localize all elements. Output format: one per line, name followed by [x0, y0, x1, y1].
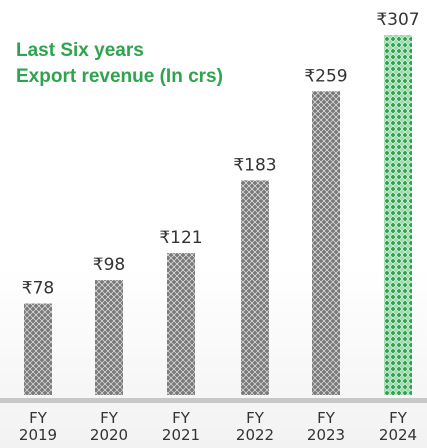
value-label: ₹307: [376, 10, 419, 30]
bar: [384, 35, 412, 395]
bar: [167, 253, 195, 395]
value-label: ₹183: [233, 155, 276, 175]
value-label: ₹121: [159, 228, 202, 248]
value-label: ₹259: [304, 66, 347, 86]
bar: [312, 91, 340, 395]
bar: [95, 280, 123, 395]
value-label: ₹78: [22, 279, 54, 299]
x-tick-label: FY 2019: [18, 409, 58, 444]
x-tick-label: FY 2023: [306, 409, 346, 444]
bar: [24, 303, 52, 395]
baseline: [0, 398, 427, 403]
bar: [241, 180, 269, 395]
x-tick-label: FY 2022: [235, 409, 275, 444]
value-label: ₹98: [93, 255, 125, 275]
x-tick-label: FY 2021: [161, 409, 201, 444]
chart-subtitle: Export revenue (In crs): [16, 66, 223, 87]
x-tick-label: FY 2020: [89, 409, 129, 444]
x-tick-label: FY 2024: [378, 409, 418, 444]
chart-title: Last Six years: [16, 40, 144, 61]
